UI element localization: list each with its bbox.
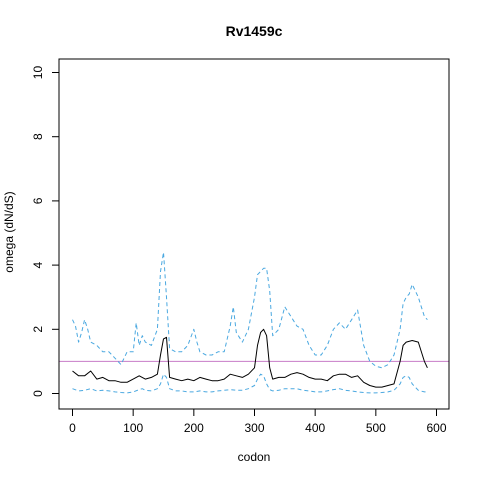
x-axis-label: codon — [238, 450, 271, 464]
plot-frame — [58, 58, 450, 410]
y-tick-label: 2 — [31, 326, 45, 333]
y-axis-label: omega (dN/dS) — [2, 191, 16, 272]
y-tick-label: 8 — [31, 133, 45, 140]
series-line-lower-bound — [72, 373, 428, 394]
x-tick-label: 0 — [69, 421, 76, 435]
chart-title: Rv1459c — [226, 23, 283, 39]
y-tick-label: 6 — [31, 197, 45, 204]
plot-area — [59, 251, 449, 394]
x-tick-label: 400 — [305, 421, 325, 435]
series-line-estimate — [72, 328, 428, 388]
x-tick-label: 300 — [244, 421, 264, 435]
y-tick-label: 0 — [31, 390, 45, 397]
x-tick-label: 100 — [123, 421, 143, 435]
x-tick-label: 600 — [426, 421, 446, 435]
series-line-upper-bound — [72, 251, 428, 369]
y-tick-label: 10 — [31, 66, 45, 80]
y-tick-label: 4 — [31, 261, 45, 268]
x-tick-label: 500 — [366, 421, 386, 435]
x-tick-label: 200 — [184, 421, 204, 435]
